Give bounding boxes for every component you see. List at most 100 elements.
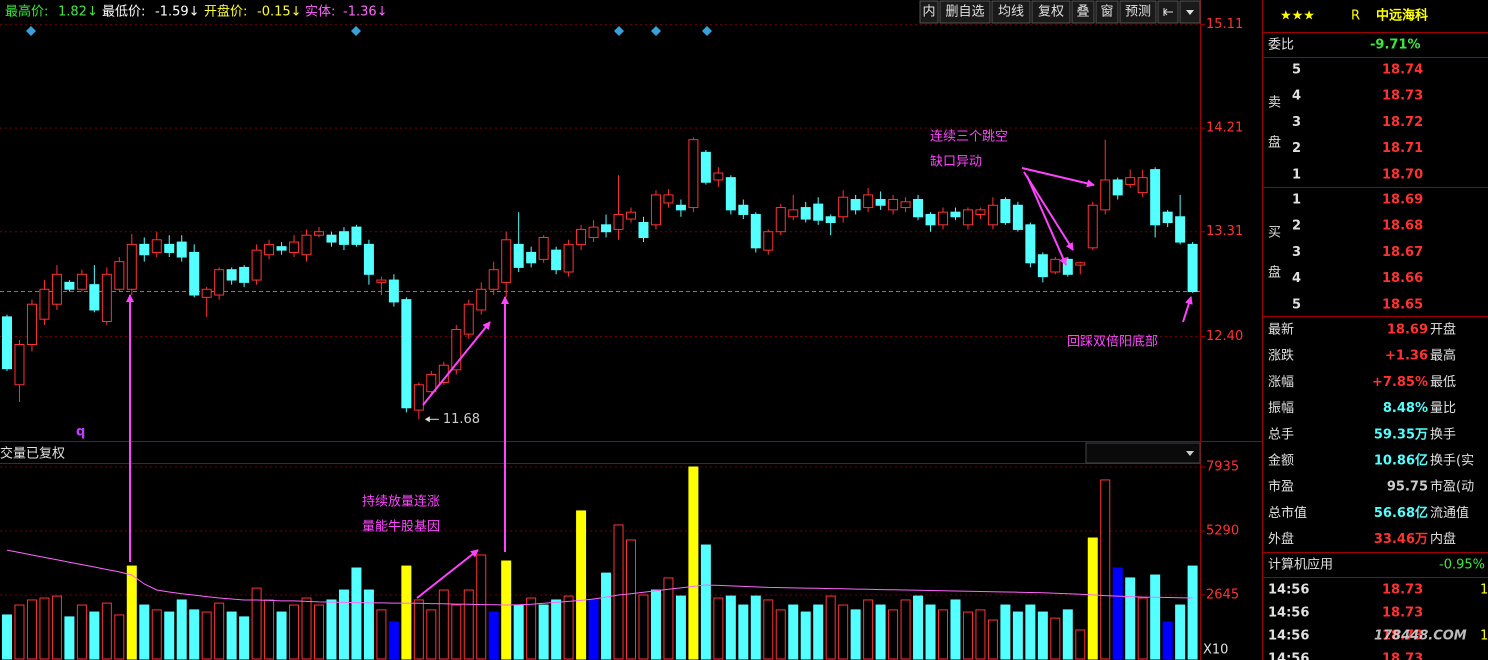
volume-bar (101, 602, 112, 660)
volume-bar (76, 604, 87, 660)
y-tick-label: 13.31 (1206, 224, 1243, 239)
volume-bar (538, 604, 549, 660)
volume-bar (388, 621, 399, 660)
volume-bar (738, 604, 749, 660)
watermark: 178448.COM (1374, 629, 1467, 644)
candle-body (875, 199, 886, 206)
stat-value: 1.82↓ (58, 5, 98, 20)
candle-body (1150, 169, 1161, 226)
toolbar-button[interactable] (1031, 0, 1071, 24)
quote-label: 总市值 (1268, 505, 1307, 521)
annotation: 连续三个跳空 (930, 129, 1008, 145)
candle-body (1112, 179, 1123, 196)
volume-bar (276, 611, 287, 660)
volume-bar (725, 595, 736, 660)
book-side-label: 盘 (1268, 135, 1281, 151)
volume-bar (800, 611, 811, 660)
volume-bar (825, 595, 836, 660)
volume-bar (1187, 565, 1198, 660)
candle-body (775, 207, 786, 233)
stock-name: 中远海科 (1376, 8, 1428, 24)
candle-body (925, 213, 936, 226)
quote-label: 振幅 (1268, 401, 1294, 416)
volume-bar (1050, 617, 1061, 660)
toolbar-button[interactable] (919, 0, 939, 24)
volume-bar (426, 609, 437, 660)
candle-body (1062, 258, 1073, 275)
volume-bar (601, 572, 612, 660)
candle-body (713, 172, 724, 181)
volume-bar (551, 599, 562, 660)
sector-change: -0.95% (1439, 558, 1485, 573)
candle-body (214, 269, 225, 296)
stat-label: 最高价: (5, 4, 48, 20)
annotation: 持续放量连涨 (362, 494, 440, 510)
book-level: 5 (1292, 297, 1301, 312)
candle-body (326, 234, 337, 243)
quote-label: 涨幅 (1268, 375, 1294, 390)
y-tick-label: 5290 (1206, 523, 1239, 538)
volume-bar (1000, 604, 1011, 660)
candle-body (663, 194, 674, 204)
candle-body (451, 329, 462, 371)
volume-bar (650, 589, 661, 660)
volume-bar (363, 589, 374, 660)
volume-bar (326, 599, 337, 660)
dropdown-icon (1186, 451, 1194, 456)
volume-bar (1025, 604, 1036, 660)
candle-body (987, 204, 998, 226)
volume-bar (576, 510, 587, 660)
candle-body (1087, 204, 1098, 249)
volume-ma-line (6, 549, 1193, 606)
volume-bar (987, 619, 998, 660)
quote-value: 33.46万 (1374, 532, 1428, 547)
toolbar-button[interactable] (1119, 0, 1157, 24)
event-markers (26, 26, 712, 36)
toolbar-button[interactable] (1095, 0, 1119, 24)
volume-bar (476, 554, 487, 660)
volume-bar (675, 595, 686, 660)
candle-body (276, 246, 287, 251)
candle-body (825, 216, 836, 224)
volume-bar (226, 611, 237, 660)
toolbar-label: 均线 (998, 5, 1024, 20)
candle-body (139, 243, 150, 256)
volume-bar (376, 609, 387, 660)
candle-body (1100, 179, 1111, 211)
candle-body (1175, 216, 1186, 243)
volume-selector[interactable] (1085, 442, 1201, 464)
volume-bar (763, 599, 774, 660)
toolbar-button[interactable] (991, 0, 1031, 24)
candle-body (863, 194, 874, 209)
quote-label: 市盈 (1268, 479, 1294, 495)
stat-label: 开盘价: (204, 4, 247, 20)
toolbar-button[interactable] (939, 0, 991, 24)
volume-bar (338, 589, 349, 660)
volume-bar (750, 595, 761, 660)
toolbar-button[interactable] (1071, 0, 1095, 24)
toolbar-label: 预测 (1125, 5, 1151, 20)
volume-bar (1100, 479, 1111, 660)
candle-body (638, 222, 649, 238)
volume-bar (438, 589, 449, 660)
volume-bar (151, 609, 162, 660)
candle-body (800, 207, 811, 220)
candle-body (526, 251, 537, 264)
book-price: 18.68 (1382, 219, 1423, 234)
volume-bar (975, 609, 986, 660)
candle-body (1000, 199, 1011, 224)
volume-bar (838, 604, 849, 660)
candle-body (189, 251, 200, 296)
candle-body (763, 231, 774, 251)
candle-body (838, 196, 849, 218)
book-price: 18.69 (1382, 193, 1423, 208)
volume-bar (863, 599, 874, 660)
volume-bar (925, 604, 936, 660)
volume-bar (950, 599, 961, 660)
volume-bar (1075, 629, 1086, 660)
book-level: 1 (1292, 193, 1301, 208)
candle-body (239, 266, 250, 283)
y-tick-label: 2645 (1206, 587, 1239, 602)
